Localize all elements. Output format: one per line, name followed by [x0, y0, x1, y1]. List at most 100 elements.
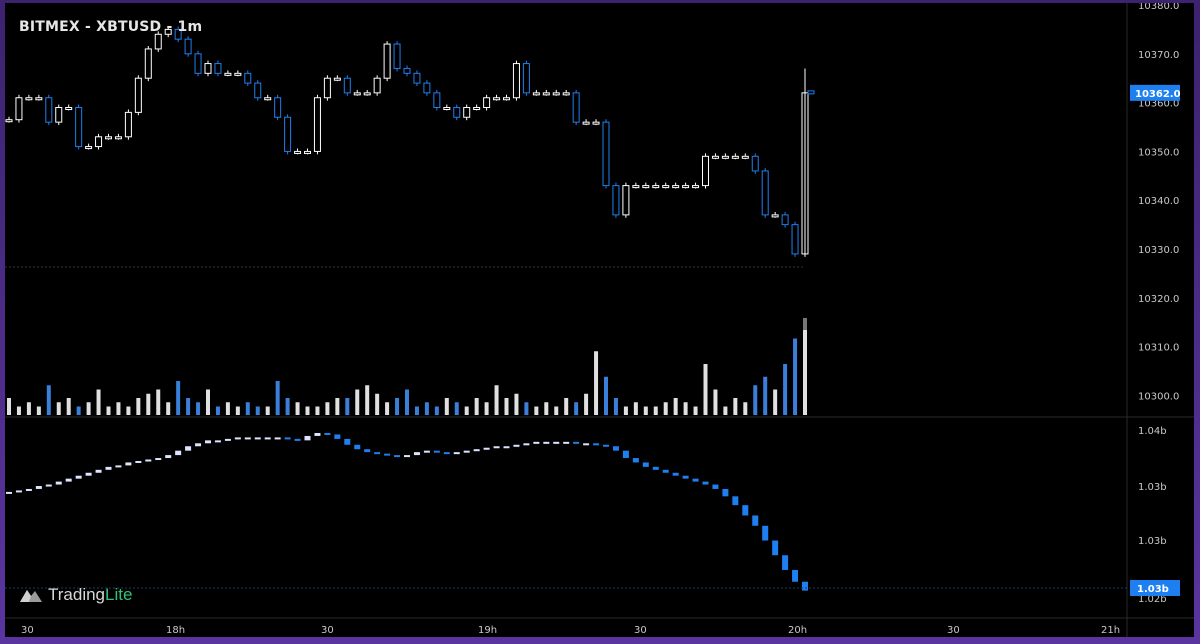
candle-body	[15, 97, 23, 121]
candle-body	[65, 107, 73, 110]
volume-bar	[116, 402, 121, 415]
indicator-bar	[573, 441, 580, 444]
indicator-bar	[622, 450, 629, 459]
indicator-bar	[583, 443, 590, 446]
candle-body	[75, 107, 83, 148]
candle-body	[304, 150, 311, 154]
indicator-bar	[394, 455, 401, 458]
candle-body	[194, 53, 202, 74]
chart-area[interactable]: 10380.0 10370.0 10360.0 10350.0 10340.0 10330…	[5, 3, 1194, 637]
candle-body	[174, 28, 182, 40]
volume-bar	[643, 406, 648, 415]
indicator-bar	[145, 459, 152, 462]
tradinglite-logo: Trading Lite	[19, 585, 132, 605]
indicator-bar	[662, 469, 669, 473]
volume-bar	[743, 402, 748, 415]
volume-bar	[66, 398, 71, 415]
volume-bar	[623, 406, 628, 415]
candle-body	[532, 92, 540, 96]
indicator-bar	[374, 452, 381, 455]
candle-body	[244, 72, 252, 84]
volume-bar	[126, 406, 131, 415]
volume-bar	[186, 398, 191, 415]
time-tick-label: 30	[21, 625, 34, 636]
indicator-bar	[55, 481, 62, 485]
price-tick-label: 10320.0	[1138, 294, 1179, 305]
volume-bar	[554, 406, 559, 415]
volume-bar	[166, 402, 171, 415]
volume-bar	[683, 402, 688, 415]
indicator-bar	[463, 450, 470, 453]
indicator-bar	[85, 472, 92, 476]
indicator-bar	[314, 433, 321, 436]
current-price-tag-label: 10362.0	[1135, 89, 1181, 100]
indicator-bar	[612, 446, 619, 451]
volume-bar	[574, 402, 579, 415]
indicator-tick-label: 1.03b	[1138, 482, 1167, 493]
volume-bar	[783, 364, 788, 415]
candle-body	[214, 63, 222, 74]
volume-bar	[136, 398, 141, 415]
indicator-bar	[672, 472, 679, 476]
indicator-bar	[25, 488, 32, 491]
volume-bar-spike-top	[803, 318, 807, 330]
indicator-bar	[205, 440, 211, 444]
indicator-bar	[125, 462, 132, 466]
volume-bar	[375, 393, 380, 415]
price-tick-label: 10330.0	[1138, 245, 1179, 256]
indicator-bar	[404, 455, 410, 458]
candle-body	[711, 155, 719, 159]
indicator-bar	[802, 581, 808, 591]
volume-bar	[534, 406, 539, 415]
indicator-bar	[224, 438, 231, 441]
indicator-bar	[105, 466, 112, 470]
volume-bar	[7, 398, 11, 415]
volume-bar	[265, 406, 270, 415]
time-tick-label: 30	[321, 625, 334, 636]
indicator-bar	[344, 438, 351, 445]
volume-bar	[235, 406, 240, 415]
indicator-bar	[523, 443, 530, 446]
indicator-bar	[264, 437, 271, 440]
volume-bar	[444, 398, 449, 415]
candle-body	[682, 185, 690, 189]
volume-bar	[733, 398, 738, 415]
time-tick-label: 21h	[1101, 625, 1120, 636]
indicator-bar	[593, 443, 600, 446]
volume-bar	[723, 406, 728, 415]
indicator-bar	[493, 446, 500, 449]
candle-body	[55, 107, 63, 123]
indicator-bar	[732, 496, 739, 506]
volume-bar	[305, 406, 310, 415]
time-tick-label: 30	[947, 625, 960, 636]
volume-bar	[484, 402, 489, 415]
candle-body	[602, 121, 610, 187]
volume-bar	[395, 398, 400, 415]
volume-bar	[86, 402, 91, 415]
indicator-bar	[792, 569, 799, 582]
chart-title: BITMEX - XBTUSD - 1m	[19, 19, 203, 35]
volume-bar	[26, 402, 31, 415]
volume-bar	[474, 398, 479, 415]
indicator-bar	[334, 434, 341, 439]
candle-body	[393, 43, 401, 69]
candle-body	[85, 146, 93, 150]
volume-bar	[106, 406, 111, 415]
indicator-bar	[543, 441, 550, 444]
candle-body	[522, 63, 530, 94]
candle-body	[771, 214, 779, 218]
candle-body	[702, 155, 709, 187]
indicator-bar	[702, 481, 709, 485]
indicator-bar	[762, 525, 769, 541]
candle-body	[781, 214, 789, 226]
volume-bar	[663, 402, 668, 415]
volume-bar	[96, 389, 101, 415]
candle-body	[45, 97, 53, 123]
volume-bar	[16, 406, 21, 415]
indicator-bar	[712, 484, 719, 489]
volume-bar	[753, 385, 758, 415]
price-tick-label: 10370.0	[1138, 50, 1179, 61]
indicator-tick-label: 1.02b	[1138, 594, 1167, 605]
chart-svg[interactable]: 10380.0 10370.0 10360.0 10350.0 10340.0 10330…	[5, 3, 1194, 637]
candle-body	[264, 97, 272, 101]
